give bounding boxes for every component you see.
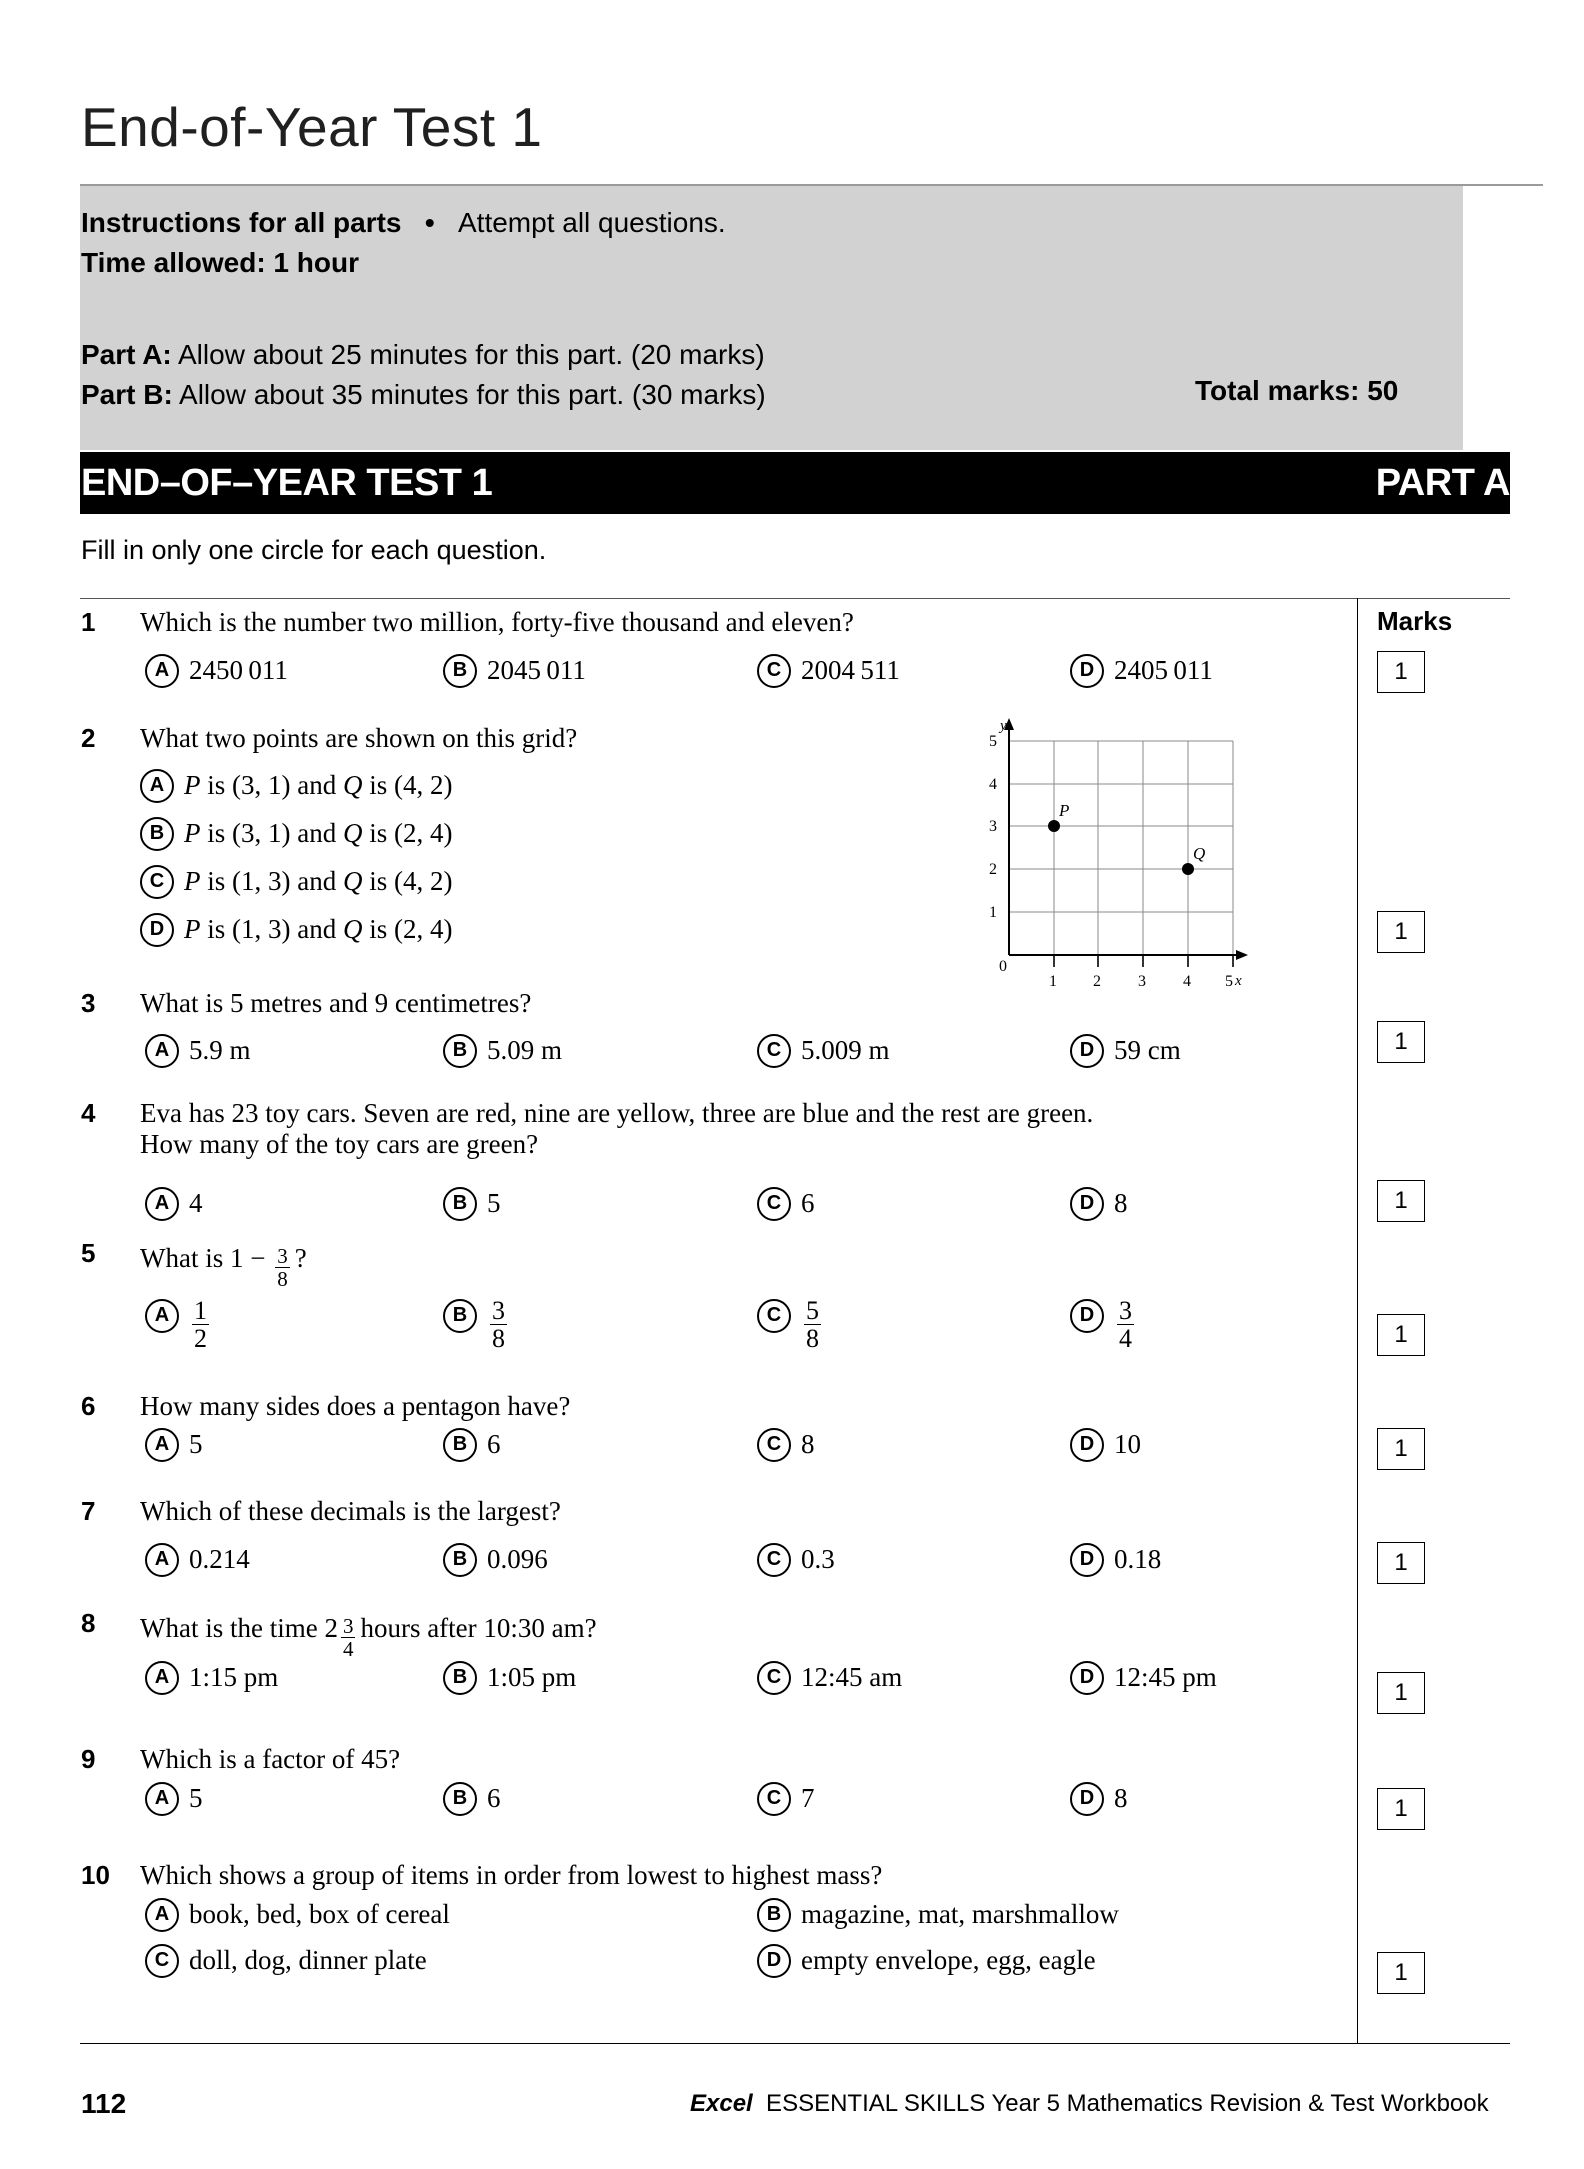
svg-text:3: 3 <box>989 818 997 835</box>
svg-text:2: 2 <box>1093 973 1101 990</box>
svg-text:2: 2 <box>989 861 997 878</box>
svg-text:0: 0 <box>999 958 1007 975</box>
svg-text:5: 5 <box>1225 973 1233 990</box>
svg-text:5: 5 <box>989 733 997 750</box>
svg-text:y: y <box>998 718 1007 734</box>
svg-text:3: 3 <box>1138 973 1146 990</box>
svg-text:1: 1 <box>989 904 997 921</box>
svg-text:Q: Q <box>1193 844 1205 863</box>
svg-text:1: 1 <box>1049 973 1057 990</box>
svg-text:4: 4 <box>1183 973 1191 990</box>
svg-text:4: 4 <box>989 776 997 793</box>
svg-text:P: P <box>1058 801 1069 820</box>
svg-text:x: x <box>1234 973 1242 989</box>
